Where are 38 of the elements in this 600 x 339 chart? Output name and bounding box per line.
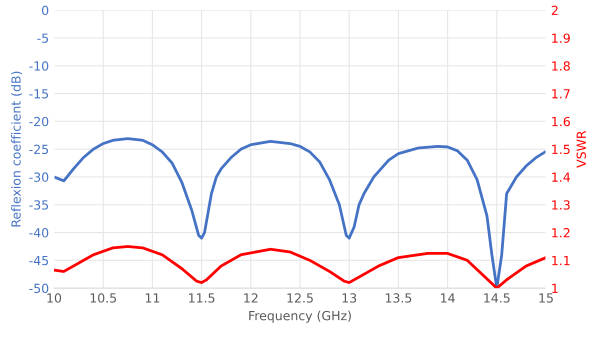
y-tick-label: -30 <box>29 172 48 182</box>
y-tick-label: -35 <box>29 200 48 210</box>
y2-tick-label: 1.8 <box>552 61 570 71</box>
y2-tick-label: 1.6 <box>552 116 570 126</box>
x-tick-label: 10 <box>47 293 62 303</box>
y-tick-label: -5 <box>37 34 48 43</box>
y2-axis-title: VSWR <box>576 130 586 168</box>
y2-tick-label: 1 <box>552 284 558 293</box>
y2-tick-label: 1.3 <box>552 200 570 210</box>
y-tick-label: -50 <box>29 284 48 294</box>
y2-tick-label: 1.2 <box>552 228 570 238</box>
y2-tick-label: 1.4 <box>552 172 570 182</box>
y-tick-label: -10 <box>29 61 48 71</box>
line-series <box>54 245 546 288</box>
y-tick-label: -20 <box>29 116 48 126</box>
x-tick-label: 14 <box>441 293 455 303</box>
y-axis-title: Reflexion coefficient (dB) <box>11 72 22 227</box>
x-tick-label: 12.5 <box>287 293 313 303</box>
x-tick-label: 13.5 <box>386 293 412 303</box>
y2-tick-label: 1.7 <box>552 89 570 98</box>
x-tick-label: 14.5 <box>484 293 510 303</box>
x-tick-label: 13 <box>342 293 356 303</box>
line-series <box>54 137 546 288</box>
y-tick-label: -40 <box>29 228 48 238</box>
y2-tick-label: 1.9 <box>552 33 570 43</box>
y2-tick-label: 1.1 <box>552 256 570 266</box>
x-tick-label: 15 <box>539 293 553 303</box>
y-tick-label: -25 <box>29 144 48 154</box>
x-axis-title: Frequency (GHz) <box>249 310 351 323</box>
y-tick-label: -15 <box>29 89 48 98</box>
y-tick-label: -45 <box>29 256 48 266</box>
y2-tick-label: 1.5 <box>552 144 570 154</box>
x-tick-label: 11 <box>146 293 160 303</box>
y-tick-label: 0 <box>42 6 48 16</box>
x-tick-label: 11.5 <box>189 293 214 303</box>
x-tick-label: 10.5 <box>90 293 116 303</box>
x-tick-label: 12 <box>244 293 258 303</box>
y2-tick-label: 2 <box>552 6 558 15</box>
